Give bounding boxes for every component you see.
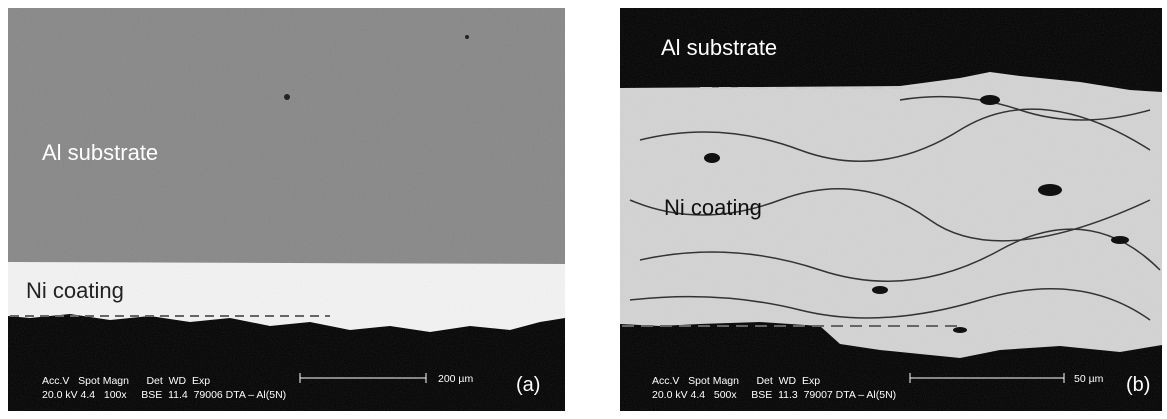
page: Al substrate Ni coating Acc.V Spot Magn … [0, 0, 1167, 419]
figure: Al substrate Ni coating Acc.V Spot Magn … [0, 0, 1167, 419]
substrate-label: Al substrate [42, 140, 158, 165]
info-values: 20.0 kV 4.4 100x BSE 11.4 79006 DTA – Al… [42, 389, 286, 401]
info-header: Acc.V Spot Magn Det WD Exp [42, 375, 210, 387]
coating-label: Ni coating [26, 278, 124, 303]
texture [8, 8, 565, 411]
info-header: Acc.V Spot Magn Det WD Exp [652, 375, 820, 387]
pore [284, 94, 290, 100]
pore [465, 35, 469, 39]
scale-label: 50 µm [1074, 373, 1104, 385]
substrate-label: Al substrate [661, 35, 777, 60]
info-values: 20.0 kV 4.4 500x BSE 11.3 79007 DTA – Al… [652, 389, 896, 401]
panel-label: (b) [1126, 374, 1150, 396]
micrograph-a: Al substrate Ni coating Acc.V Spot Magn … [8, 8, 565, 411]
coating-label: Ni coating [664, 195, 762, 220]
micrograph-b: Al substrate Ni coating Acc.V Spot Magn … [620, 8, 1162, 411]
panel-label: (a) [516, 374, 540, 396]
scale-label: 200 µm [438, 373, 473, 385]
